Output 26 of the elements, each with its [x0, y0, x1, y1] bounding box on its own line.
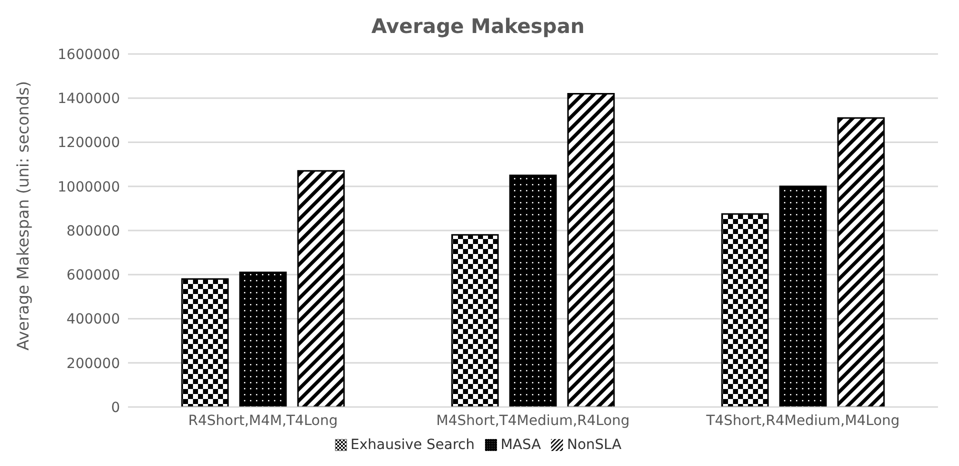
y-tick-label: 1000000	[58, 179, 120, 196]
y-tick-label: 1200000	[58, 135, 120, 152]
legend-label: MASA	[500, 437, 541, 453]
y-axis-title: Average Makespan (uni: seconds)	[14, 80, 33, 350]
bar	[451, 234, 499, 407]
x-tick-label: R4Short,M4M,T4Long	[188, 412, 338, 429]
y-tick-label: 600000	[66, 268, 120, 284]
bar	[181, 278, 229, 407]
y-tick-label: 1400000	[58, 91, 120, 108]
legend-label: NonSLA	[566, 437, 622, 453]
x-tick-label: T4Short,R4Medium,M4Long	[705, 412, 900, 429]
x-tick-label: M4Short,T4Medium,R4Long	[436, 412, 630, 429]
bar	[837, 117, 885, 407]
y-tick-label: 0	[111, 400, 120, 416]
bar	[509, 174, 557, 407]
bar	[297, 170, 345, 407]
legend-label: Exhausive Search	[350, 437, 475, 453]
y-tick-label: 400000	[66, 312, 120, 328]
chart-title: Average Makespan	[370, 13, 586, 40]
bar	[567, 92, 615, 407]
bar	[239, 272, 287, 407]
y-tick-label: 800000	[66, 223, 120, 240]
bar	[721, 213, 769, 407]
bar	[779, 186, 827, 407]
y-tick-label: 1600000	[58, 46, 120, 63]
y-tick-label: 200000	[66, 356, 120, 372]
